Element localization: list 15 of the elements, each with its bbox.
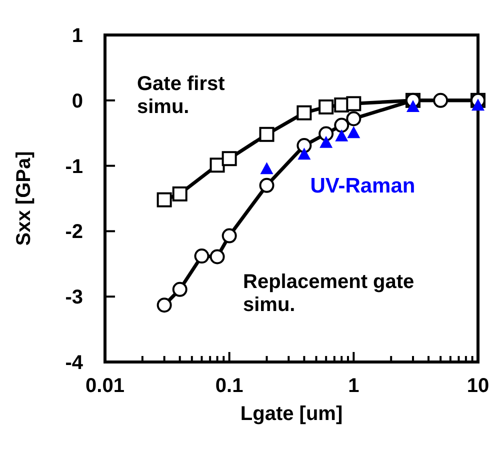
x-tick-label: 10 <box>466 375 490 397</box>
x-tick-label: 1 <box>348 375 360 397</box>
x-tick-label: 0.01 <box>86 375 124 397</box>
x-tick-label: 0.1 <box>215 375 244 397</box>
y-axis-title: Sxx [GPa] <box>13 151 35 246</box>
x-axis-title: Lgate [um] <box>240 403 343 425</box>
y-tick-label: -1 <box>65 156 83 178</box>
y-tick-label: 1 <box>72 25 83 47</box>
annotation: Replacement gate simu. <box>243 271 414 316</box>
series-label: UV-Raman <box>310 174 416 198</box>
y-tick-label: -3 <box>65 286 83 309</box>
y-tick-label: 0 <box>72 90 83 112</box>
y-tick-label: -2 <box>65 221 83 244</box>
annotation: Gate first simu. <box>137 73 226 118</box>
y-tick-label: -4 <box>65 352 84 374</box>
